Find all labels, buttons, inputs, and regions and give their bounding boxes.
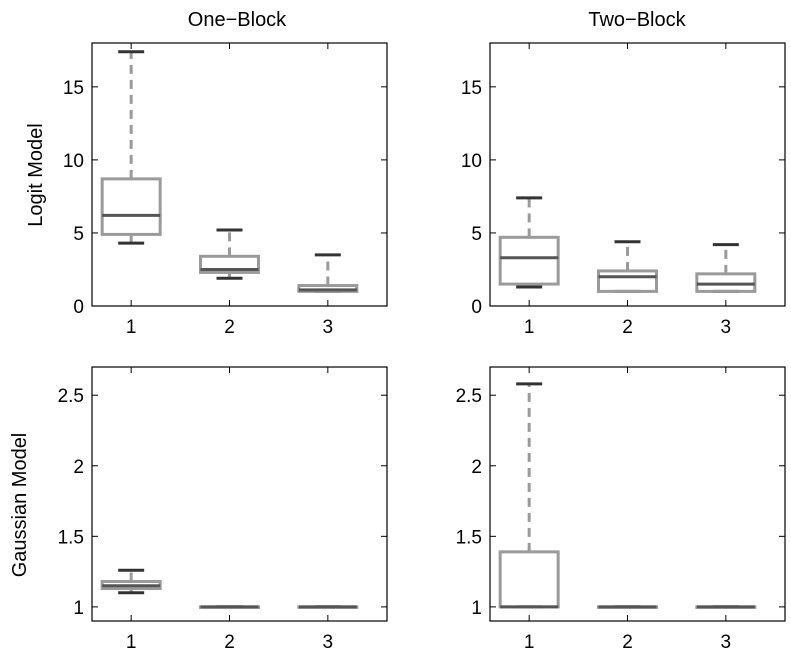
y-tick-label: 1.5	[58, 527, 84, 548]
y-tick-label: 10	[63, 151, 84, 172]
box-plot-2	[199, 605, 260, 609]
box-plot-3	[297, 253, 359, 293]
x-tick-label: 1	[126, 317, 137, 338]
panel-2: 0 5 10 15 1 2 3	[461, 42, 786, 338]
x-tick-label: 1	[524, 317, 535, 338]
x-tick-label: 2	[224, 632, 235, 652]
panel-3: 1 1.5 2 2.5 1 2 3	[58, 366, 388, 652]
y-tick-label: 2.5	[456, 386, 482, 407]
x-tick-label: 3	[323, 632, 334, 652]
y-tick-label: 2	[471, 457, 482, 478]
row-label-gaussian-model: Gaussian Model	[9, 433, 31, 578]
box-plot-2	[199, 228, 260, 280]
box-plot-3	[695, 243, 757, 293]
axes-frame	[91, 42, 388, 307]
panel-4: 1 1.5 2 2.5 1 2 3	[456, 366, 786, 652]
box-plot-1	[100, 568, 162, 595]
axes-frame	[489, 366, 786, 622]
y-tick-label: 15	[63, 78, 84, 99]
y-tick-label: 10	[461, 151, 482, 172]
y-tick-label: 0	[471, 297, 482, 318]
box-plot-3	[297, 605, 359, 609]
iqr-box	[597, 269, 658, 293]
x-tick-label: 2	[622, 632, 633, 652]
row-label-logit-model: Logit Model	[25, 123, 47, 226]
x-tick-label: 2	[224, 317, 235, 338]
axes-frame	[91, 366, 388, 622]
box-plot-3	[695, 605, 757, 609]
x-tick-label: 3	[721, 317, 732, 338]
iqr-box	[199, 254, 260, 274]
x-tick-label: 3	[323, 317, 334, 338]
x-tick-label: 1	[126, 632, 137, 652]
y-tick-label: 5	[471, 224, 482, 245]
x-tick-label: 3	[721, 632, 732, 652]
y-tick-label: 1	[471, 598, 482, 619]
iqr-box	[100, 177, 162, 236]
column-title-two-block: Two−Block	[588, 9, 686, 31]
box-plot-1	[498, 382, 560, 609]
x-tick-label: 1	[524, 632, 535, 652]
panel-1: 0 5 10 15 1 2 3	[63, 42, 388, 338]
box-plot-2	[597, 605, 658, 609]
axes-frame	[489, 42, 786, 307]
iqr-box	[498, 235, 560, 286]
y-tick-label: 1	[73, 598, 84, 619]
panels-group: 0 5 10 15 1 2 3 0 5 10 15 1 2 3 1 1.5 2 2.5 1 2 3 1 1.5 2 2.5 1 2 3	[58, 42, 786, 652]
y-tick-label: 2.5	[58, 386, 84, 407]
y-tick-label: 1.5	[456, 527, 482, 548]
column-title-one-block: One−Block	[188, 9, 287, 31]
y-tick-label: 2	[73, 457, 84, 478]
y-tick-label: 5	[73, 224, 84, 245]
box-plot-1	[100, 50, 162, 245]
y-tick-label: 0	[73, 297, 84, 318]
y-tick-label: 15	[461, 78, 482, 99]
box-plot-2	[597, 240, 658, 293]
box-plot-1	[498, 196, 560, 289]
x-tick-label: 2	[622, 317, 633, 338]
